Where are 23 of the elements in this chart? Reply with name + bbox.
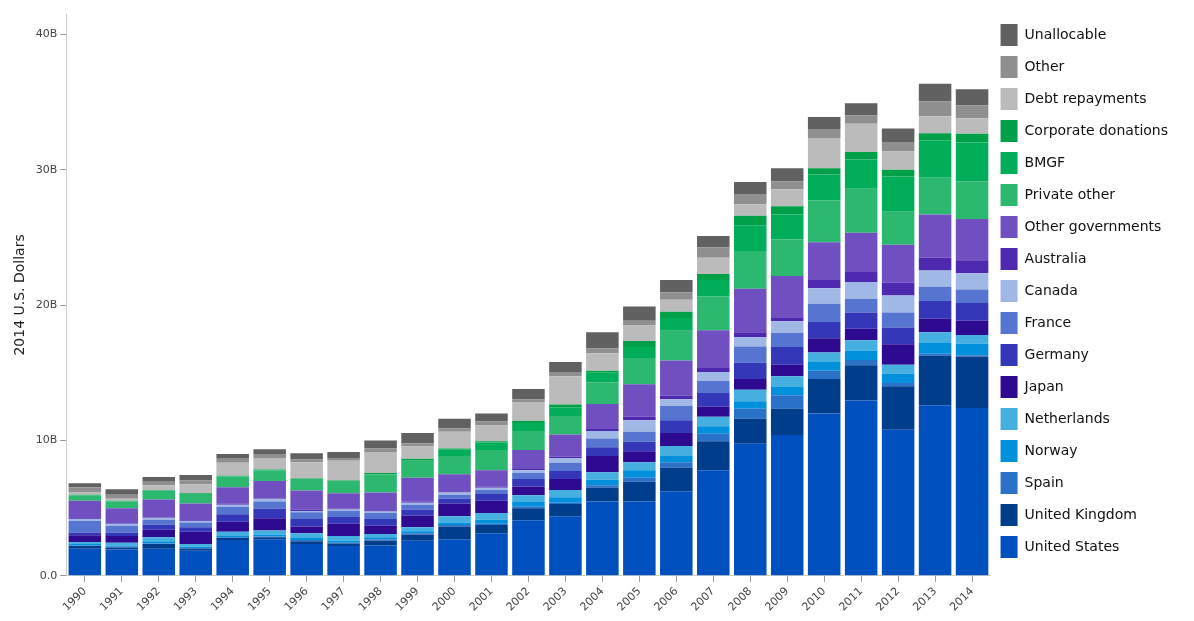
legend-label: Other governments <box>1024 217 1162 234</box>
y-axis-title: 2014 U.S. Dollars <box>11 234 28 356</box>
legend-label: Debt repayments <box>1024 89 1147 106</box>
legend-label: Unallocable <box>1024 25 1107 42</box>
legend-label: United Kingdom <box>1024 505 1137 522</box>
legend-label: Spain <box>1024 473 1064 490</box>
y-tick-label: 0.0 <box>39 568 58 582</box>
legend-label: Private other <box>1024 185 1116 202</box>
legend-label: Norway <box>1024 441 1078 458</box>
y-tick-label: 20B <box>35 297 58 311</box>
legend-label: United States <box>1024 537 1120 554</box>
legend-label: Netherlands <box>1024 409 1110 426</box>
legend-label: Australia <box>1024 249 1087 266</box>
legend-label: Other <box>1024 57 1065 74</box>
y-tick-label: 10B <box>35 433 58 447</box>
legend-label: Germany <box>1024 345 1089 362</box>
legend-label: Corporate donations <box>1024 121 1168 138</box>
y-tick-label: 30B <box>35 162 58 176</box>
legend-label: BMGF <box>1024 153 1066 170</box>
legend-label: Canada <box>1024 281 1078 298</box>
legend-label: Japan <box>1023 377 1064 394</box>
legend-label: France <box>1024 313 1072 330</box>
y-tick-label: 40B <box>35 27 58 41</box>
